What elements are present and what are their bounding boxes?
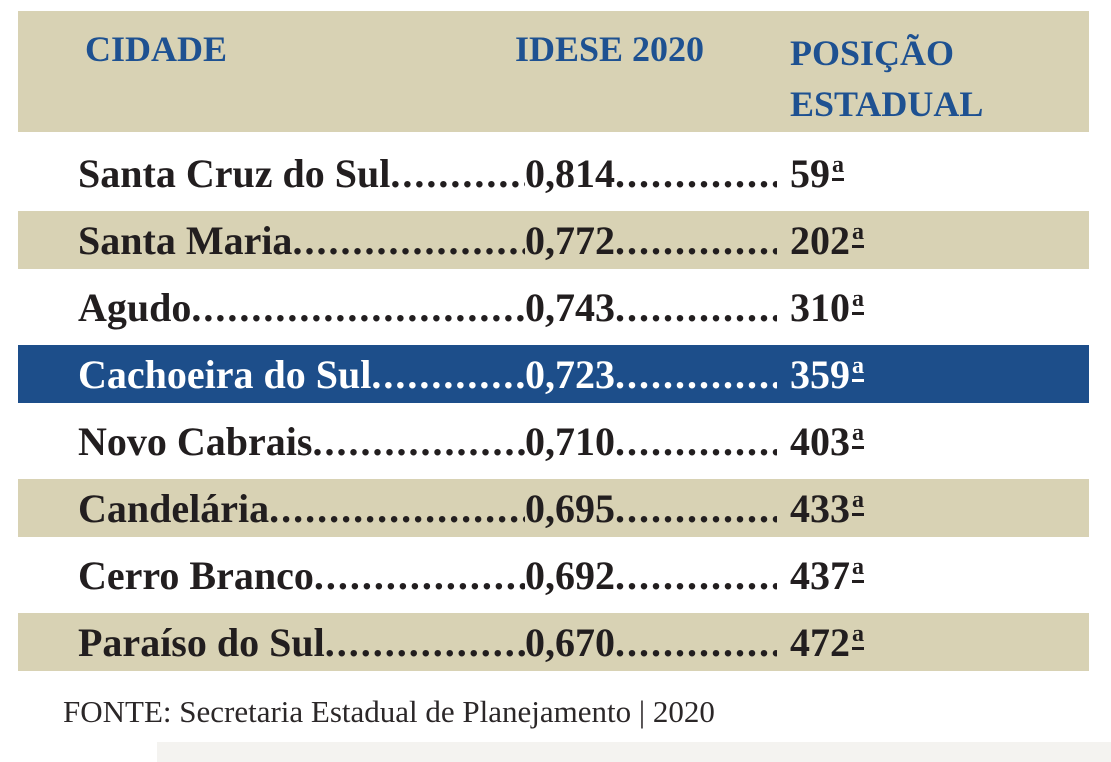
dot-leader: ........................................… xyxy=(615,418,777,464)
dot-leader: ........................................… xyxy=(312,418,525,464)
position-cell: 433a xyxy=(777,485,1089,532)
idese-cell: 0,743...................................… xyxy=(525,284,777,331)
idese-value: 0,692 xyxy=(525,552,615,598)
city-cell: Santa Cruz do Sul.......................… xyxy=(78,150,525,197)
idese-value: 0,710 xyxy=(525,418,615,464)
city-cell: Paraíso do Sul..........................… xyxy=(78,619,525,666)
table-row: Novo Cabrais............................… xyxy=(18,412,1089,470)
idese-cell: 0,772...................................… xyxy=(525,217,777,264)
city-cell: Cerro Branco............................… xyxy=(78,552,525,599)
position-number: 437 xyxy=(790,552,850,598)
ordinal-suffix: a xyxy=(852,555,864,583)
table-row: Agudo...................................… xyxy=(18,278,1089,336)
column-header-cidade: CIDADE xyxy=(85,29,228,69)
ordinal-suffix: a xyxy=(852,287,864,315)
city-name: Novo Cabrais xyxy=(78,418,313,464)
idese-value: 0,743 xyxy=(525,284,615,330)
idese-cell: 0,710...................................… xyxy=(525,418,777,465)
position-number: 472 xyxy=(790,619,850,665)
position-cell: 403a xyxy=(777,418,1089,465)
bottom-image-edge xyxy=(157,742,1111,762)
idese-value: 0,723 xyxy=(525,351,615,397)
dot-leader: ........................................… xyxy=(324,619,525,665)
table-row: Cerro Branco............................… xyxy=(18,546,1089,604)
idese-cell: 0,695...................................… xyxy=(525,485,777,532)
city-name: Paraíso do Sul xyxy=(78,619,325,665)
dot-leader: ........................................… xyxy=(615,284,777,330)
table-row-highlighted: Cachoeira do Sul........................… xyxy=(18,345,1089,403)
dot-leader: ........................................… xyxy=(615,485,777,531)
table-row: Santa Cruz do Sul.......................… xyxy=(18,144,1089,202)
dot-leader: ........................................… xyxy=(191,284,525,330)
ordinal-suffix: a xyxy=(852,354,864,382)
position-cell: 202a xyxy=(777,217,1089,264)
dot-leader: ........................................… xyxy=(615,150,777,196)
idese-cell: 0,670...................................… xyxy=(525,619,777,666)
city-cell: Candelária..............................… xyxy=(78,485,525,532)
position-cell: 359a xyxy=(777,351,1089,398)
table-header: CIDADE IDESE 2020 POSIÇÃO ESTADUAL xyxy=(18,11,1089,132)
idese-value: 0,670 xyxy=(525,619,615,665)
column-header-posicao-estadual: POSIÇÃO ESTADUAL xyxy=(790,28,983,130)
dot-leader: ........................................… xyxy=(615,217,777,263)
table-row: Candelária..............................… xyxy=(18,479,1089,537)
idese-value: 0,772 xyxy=(525,217,615,263)
position-cell: 59a xyxy=(777,150,1089,197)
position-number: 310 xyxy=(790,284,850,330)
position-number: 403 xyxy=(790,418,850,464)
city-name: Candelária xyxy=(78,485,270,531)
city-name: Santa Maria xyxy=(78,217,293,263)
idese-value: 0,814 xyxy=(525,150,615,196)
ordinal-suffix: a xyxy=(852,488,864,516)
position-number: 202 xyxy=(790,217,850,263)
position-number: 59 xyxy=(790,150,830,196)
city-name: Agudo xyxy=(78,284,192,330)
idese-cell: 0,723...................................… xyxy=(525,351,777,398)
ordinal-suffix: a xyxy=(852,421,864,449)
city-name: Santa Cruz do Sul xyxy=(78,150,391,196)
city-name: Cachoeira do Sul xyxy=(78,351,372,397)
table-row: Paraíso do Sul..........................… xyxy=(18,613,1089,671)
table-row: Santa Maria.............................… xyxy=(18,211,1089,269)
position-number: 359 xyxy=(790,351,850,397)
ordinal-suffix: a xyxy=(832,153,844,181)
city-cell: Cachoeira do Sul........................… xyxy=(78,351,525,398)
idese-cell: 0,692...................................… xyxy=(525,552,777,599)
position-cell: 310a xyxy=(777,284,1089,331)
position-cell: 472a xyxy=(777,619,1089,666)
position-number: 433 xyxy=(790,485,850,531)
idese-value: 0,695 xyxy=(525,485,615,531)
city-cell: Santa Maria.............................… xyxy=(78,217,525,264)
column-header-idese: IDESE 2020 xyxy=(515,29,705,69)
idese-cell: 0,814...................................… xyxy=(525,150,777,197)
source-note: FONTE: Secretaria Estadual de Planejamen… xyxy=(63,694,715,729)
dot-leader: ........................................… xyxy=(292,217,525,263)
column-header-posicao-line2: ESTADUAL xyxy=(790,84,984,124)
dot-leader: ........................................… xyxy=(615,552,777,598)
dot-leader: ........................................… xyxy=(615,351,777,397)
city-name: Cerro Branco xyxy=(78,552,314,598)
position-cell: 437a xyxy=(777,552,1089,599)
city-cell: Agudo...................................… xyxy=(78,284,525,331)
dot-leader: ........................................… xyxy=(615,619,777,665)
ordinal-suffix: a xyxy=(852,220,864,248)
dot-leader: ........................................… xyxy=(313,552,525,598)
dot-leader: ........................................… xyxy=(269,485,525,531)
ordinal-suffix: a xyxy=(852,622,864,650)
column-header-posicao-line1: POSIÇÃO xyxy=(790,33,955,73)
city-cell: Novo Cabrais............................… xyxy=(78,418,525,465)
dot-leader: ........................................… xyxy=(390,150,525,196)
dot-leader: ........................................… xyxy=(371,351,525,397)
